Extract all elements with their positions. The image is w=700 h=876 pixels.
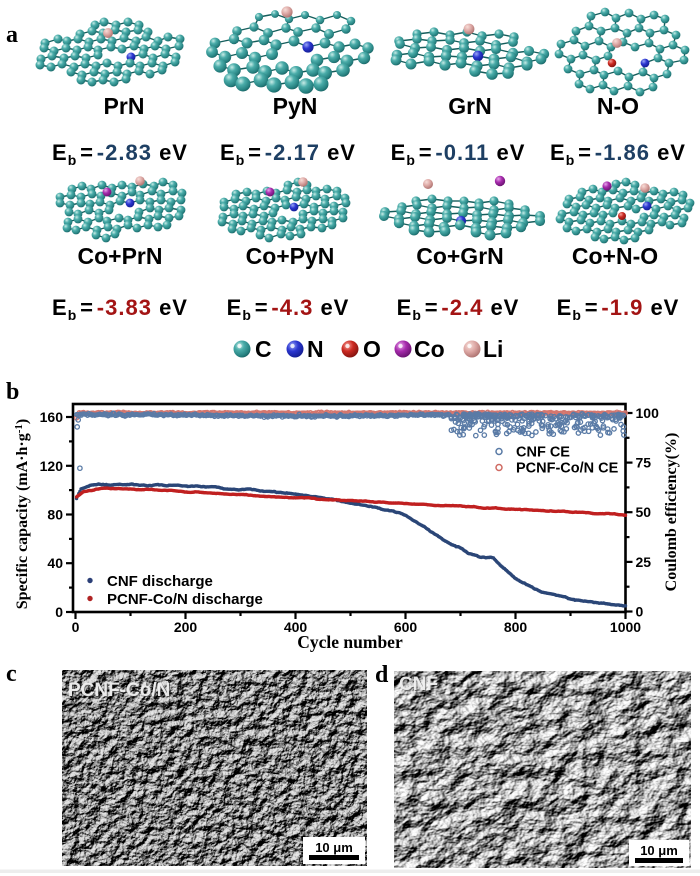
- svg-text:d: d: [375, 662, 389, 688]
- svg-text:100: 100: [636, 405, 660, 421]
- svg-text:Li: Li: [483, 336, 503, 362]
- svg-text:Specific capacity (mA·h·g-1): Specific capacity (mA·h·g-1): [13, 419, 31, 609]
- svg-text:Coulomb efficiency(%): Coulomb efficiency(%): [663, 433, 680, 592]
- svg-text:Eb = -0.11 eV: Eb = -0.11 eV: [391, 140, 526, 168]
- svg-text:GrN: GrN: [448, 93, 491, 119]
- svg-text:80: 80: [47, 507, 63, 523]
- svg-text:Eb = -1.86 eV: Eb = -1.86 eV: [550, 140, 686, 168]
- svg-text:Co+PyN: Co+PyN: [246, 243, 335, 269]
- svg-text:CNF discharge: CNF discharge: [107, 573, 213, 590]
- svg-text:40: 40: [47, 555, 63, 571]
- svg-text:O: O: [363, 336, 381, 362]
- svg-text:800: 800: [504, 619, 528, 635]
- svg-text:a: a: [6, 22, 18, 48]
- svg-text:0: 0: [55, 604, 63, 620]
- svg-text:CNF CE: CNF CE: [516, 445, 570, 461]
- svg-text:10 μm: 10 μm: [640, 843, 678, 858]
- svg-text:10 μm: 10 μm: [315, 840, 353, 855]
- svg-text:Eb = -2.4 eV: Eb = -2.4 eV: [397, 295, 520, 323]
- svg-text:N: N: [307, 336, 324, 362]
- svg-text:Eb = -4.3 eV: Eb = -4.3 eV: [227, 295, 350, 323]
- svg-text:c: c: [6, 661, 17, 687]
- svg-text:PCNF-Co/N discharge: PCNF-Co/N discharge: [107, 591, 263, 608]
- svg-text:160: 160: [40, 409, 64, 425]
- svg-text:Cycle number: Cycle number: [297, 632, 403, 652]
- svg-text:CNF: CNF: [400, 675, 439, 696]
- svg-text:1000: 1000: [610, 619, 641, 635]
- svg-text:0: 0: [72, 619, 80, 635]
- svg-text:PCNF-Co/N: PCNF-Co/N: [69, 681, 171, 702]
- svg-text:N-O: N-O: [597, 93, 639, 119]
- svg-text:Eb = -2.17 eV: Eb = -2.17 eV: [220, 140, 356, 168]
- svg-text:b: b: [6, 379, 19, 405]
- svg-text:Eb = -2.83 eV: Eb = -2.83 eV: [52, 140, 188, 168]
- svg-text:Eb = -3.83 eV: Eb = -3.83 eV: [52, 295, 188, 323]
- svg-text:PrN: PrN: [104, 93, 145, 119]
- svg-text:CNF: CNF: [399, 674, 438, 695]
- svg-text:120: 120: [40, 458, 64, 474]
- svg-text:Co+GrN: Co+GrN: [416, 243, 504, 269]
- svg-text:0: 0: [636, 604, 644, 620]
- svg-text:C: C: [255, 336, 272, 362]
- svg-text:PCNF-Co/N CE: PCNF-Co/N CE: [516, 461, 619, 477]
- svg-text:PCNF-Co/N: PCNF-Co/N: [68, 680, 170, 701]
- svg-text:50: 50: [636, 504, 652, 520]
- svg-text:Co+N-O: Co+N-O: [572, 243, 658, 269]
- svg-text:PyN: PyN: [273, 93, 318, 119]
- svg-text:600: 600: [394, 619, 418, 635]
- svg-text:400: 400: [284, 619, 308, 635]
- svg-text:75: 75: [636, 455, 652, 471]
- svg-text:25: 25: [636, 554, 652, 570]
- svg-text:200: 200: [174, 619, 198, 635]
- svg-text:Eb = -1.9 eV: Eb = -1.9 eV: [557, 295, 680, 323]
- svg-text:Co+PrN: Co+PrN: [78, 243, 163, 269]
- svg-text:Co: Co: [414, 336, 445, 362]
